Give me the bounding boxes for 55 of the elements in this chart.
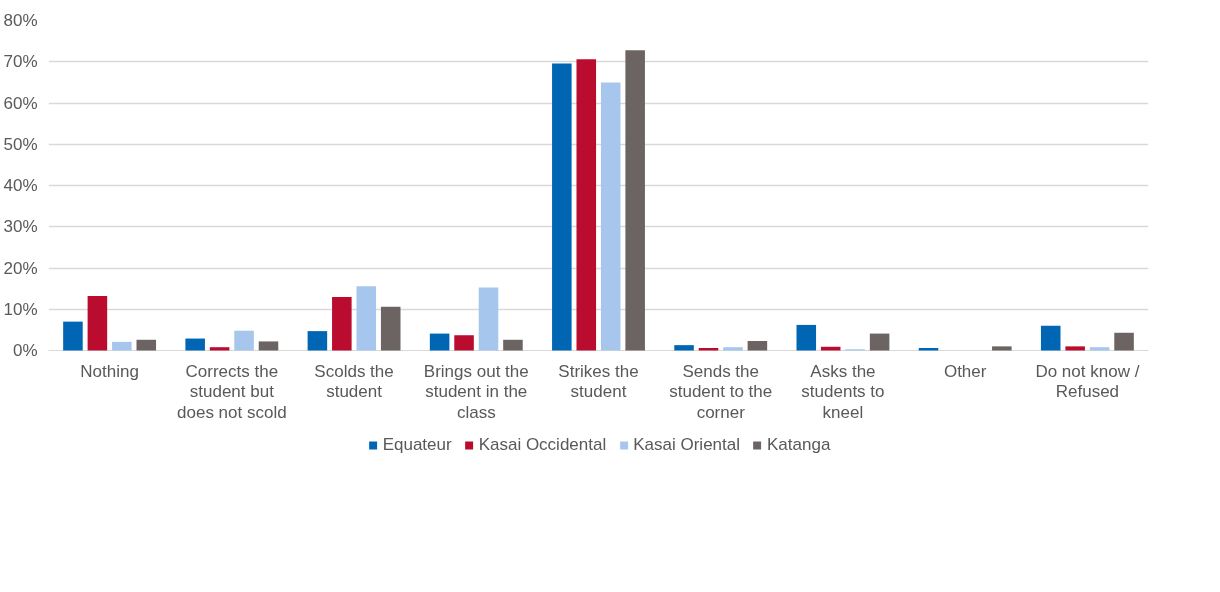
x-tick-label: Strikes the student (558, 361, 639, 402)
x-tick-label: Scolds the student (314, 361, 394, 402)
bar (63, 321, 83, 351)
bar (307, 331, 328, 351)
bar (576, 59, 597, 351)
bar (698, 348, 719, 351)
bar (356, 286, 377, 351)
x-tick-label: Brings out the student in the class (423, 361, 529, 423)
x-tick-label: Do not know / Refused (1035, 361, 1140, 402)
y-tick-label: 60% (3, 93, 38, 113)
bar (185, 338, 205, 351)
bar (380, 306, 401, 351)
bar (1065, 346, 1085, 351)
bar (552, 63, 572, 351)
legend-label: Katanga (767, 435, 831, 455)
bar (503, 339, 523, 351)
bar (112, 341, 132, 351)
bar (478, 287, 499, 351)
bar (1114, 332, 1134, 351)
y-tick-label: 10% (3, 299, 38, 319)
bar (209, 347, 230, 351)
bar (1089, 347, 1110, 351)
y-tick-label: 30% (3, 217, 38, 237)
x-tick-label: Corrects the student but does not scold (177, 361, 287, 423)
legend-label: Kasai Occidental (478, 435, 607, 455)
legend-label: Equateur (382, 435, 452, 455)
bar (136, 339, 157, 351)
y-tick-label: 80% (3, 11, 38, 30)
bar (796, 324, 817, 351)
bar (429, 333, 450, 351)
bar (723, 347, 743, 351)
y-tick-label: 0% (12, 341, 38, 360)
bar (674, 345, 694, 351)
legend-label: Kasai Oriental (633, 435, 741, 455)
bar (992, 346, 1012, 351)
y-tick-label: 50% (3, 134, 38, 154)
bar (258, 341, 279, 351)
x-tick-label: Sends the student to the corner (669, 361, 773, 423)
y-tick-label: 40% (3, 176, 38, 195)
bar (1040, 325, 1061, 351)
bar (332, 296, 352, 351)
bar (918, 348, 939, 351)
bar (820, 346, 841, 351)
x-tick-label: Asks the students to kneel (801, 361, 885, 423)
bar (625, 50, 645, 351)
bar (234, 330, 254, 351)
bar (869, 333, 890, 351)
y-tick-label: 20% (3, 258, 38, 278)
bar (600, 82, 621, 351)
x-tick-label: Nothing (80, 361, 139, 381)
y-tick-label: 70% (3, 52, 38, 72)
bar (454, 335, 474, 351)
bar (747, 341, 768, 351)
bar (87, 296, 108, 351)
x-tick-label: Other (943, 361, 987, 381)
